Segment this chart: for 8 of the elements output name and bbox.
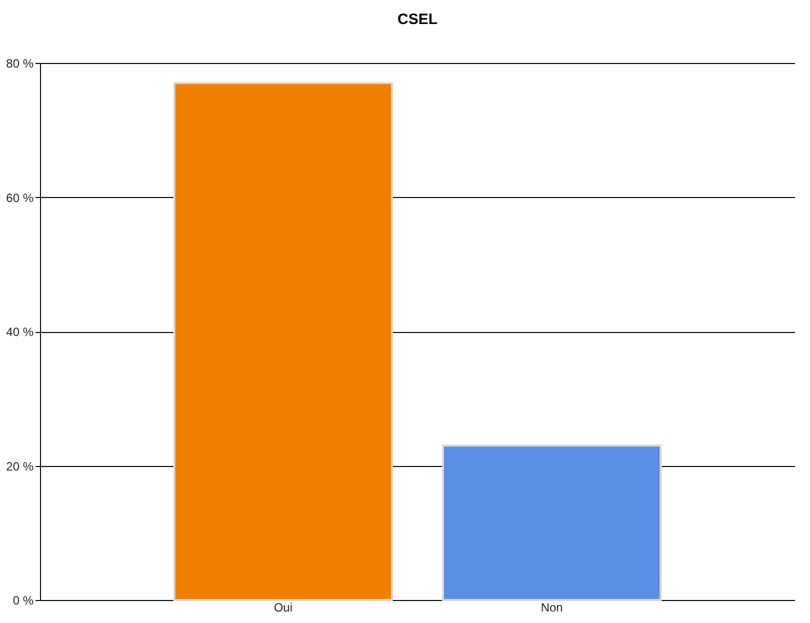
y-tick-label: 20 % xyxy=(6,459,34,474)
y-tick-label: 0 % xyxy=(12,594,34,608)
x-tick-label: Oui xyxy=(274,600,292,614)
y-tick-label: 80 % xyxy=(6,56,34,70)
x-tick-label: Non xyxy=(540,600,563,614)
chart-title: CSEL xyxy=(397,11,438,28)
y-tick-label: 60 % xyxy=(6,190,34,205)
y-tick-label: 40 % xyxy=(6,325,34,339)
